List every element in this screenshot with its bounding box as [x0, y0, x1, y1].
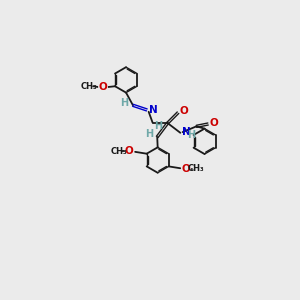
- Text: O: O: [210, 118, 219, 128]
- Text: H: H: [145, 129, 153, 139]
- Text: O: O: [99, 82, 107, 92]
- Text: H: H: [154, 121, 162, 131]
- Text: CH₃: CH₃: [188, 164, 204, 173]
- Text: CH₃: CH₃: [81, 82, 98, 91]
- Text: N: N: [149, 105, 158, 116]
- Text: O: O: [125, 146, 134, 156]
- Text: O: O: [180, 106, 188, 116]
- Text: CH₃: CH₃: [110, 147, 127, 156]
- Text: O: O: [182, 164, 190, 174]
- Text: N: N: [182, 127, 191, 136]
- Text: H: H: [120, 98, 128, 108]
- Text: H: H: [187, 130, 195, 140]
